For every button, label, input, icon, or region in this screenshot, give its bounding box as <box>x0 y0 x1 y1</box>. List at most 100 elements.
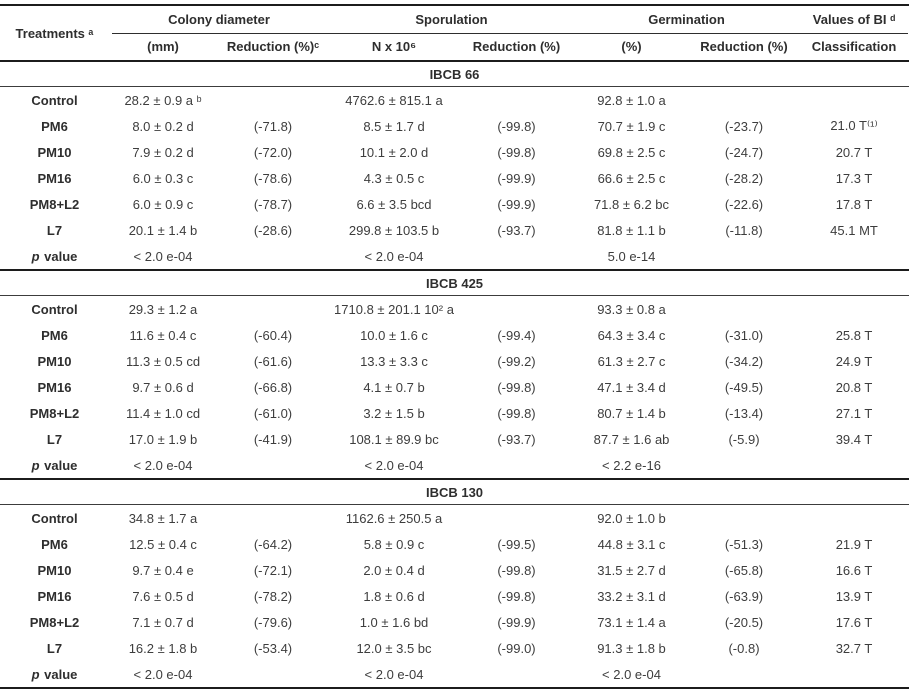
row-label: PM8+L2 <box>29 405 80 421</box>
cell-germination-reduction: (-24.7) <box>724 144 764 160</box>
column-header-germination-pct: (%) <box>621 39 642 54</box>
cell-germination-pct: 80.7 ± 1.4 b <box>597 405 666 421</box>
cell-sporulation-n: 1710.8 ± 201.1 10² a <box>334 301 454 317</box>
table-row-pm10: PM10 7.9 ± 0.2 d (-72.0) 10.1 ± 2.0 d (-99.8… <box>0 139 909 165</box>
table-row-pm8-l2: PM8+L2 6.0 ± 0.9 c (-78.7) 6.6 ± 3.5 bcd (-9… <box>0 191 909 217</box>
cell-colony-mm: 8.0 ± 0.2 d <box>132 118 194 134</box>
cell-sporulation-n: 4.3 ± 0.5 c <box>363 170 425 186</box>
cell-germination-reduction: (-5.9) <box>728 431 760 447</box>
cell-sporulation-reduction: (-99.0) <box>497 640 536 656</box>
cell-germination-pct: 81.8 ± 1.1 b <box>597 222 666 238</box>
cell-colony-reduction: (-71.8) <box>253 118 293 134</box>
row-label: L7 <box>46 640 63 656</box>
cell-colony-mm: 11.3 ± 0.5 cd <box>125 353 201 369</box>
cell-bi-classification: 27.1 T <box>835 405 873 421</box>
table-row-pm6: PM6 8.0 ± 0.2 d (-71.8) 8.5 ± 1.7 d (-99.8) 7… <box>0 113 909 139</box>
cell-bi-classification: 39.4 T <box>835 431 873 447</box>
cell-sporulation-n: 6.6 ± 3.5 bcd <box>356 196 432 212</box>
cell-germination-pct: 66.6 ± 2.5 c <box>597 170 666 186</box>
cell-germination-pct: < 2.2 e-16 <box>602 457 661 473</box>
cell-sporulation-n: 10.1 ± 2.0 d <box>359 144 429 160</box>
cell-bi-classification: 45.1 MT <box>830 222 878 238</box>
table-row-control: Control 28.2 ± 0.9 a ᵇ 4762.6 ± 815.1 a 92.… <box>0 87 909 113</box>
cell-sporulation-n: 13.3 ± 3.3 c <box>360 353 428 369</box>
cell-colony-mm: 7.6 ± 0.5 d <box>132 588 194 604</box>
cell-colony-reduction: (-61.6) <box>253 353 293 369</box>
table-row-pm6: PM6 11.6 ± 0.4 c (-60.4) 10.0 ± 1.6 c (-99.4… <box>0 322 909 348</box>
table-row-control: Control 29.3 ± 1.2 a 1710.8 ± 201.1 10² a 9… <box>0 296 909 322</box>
cell-sporulation-reduction: (-99.8) <box>497 588 536 604</box>
column-header-sporulation-n: N x 10⁶ <box>371 39 417 54</box>
table-section-ibcb-66: IBCB 66 Control 28.2 ± 0.9 a ᵇ 4762.6 ± 815… <box>0 62 909 269</box>
header-subcolumn-row: (mm) Reduction (%)ᶜ N x 10⁶ Reduction (%… <box>0 33 909 60</box>
cell-sporulation-reduction: (-99.4) <box>497 327 536 343</box>
cell-bi-classification: 17.8 T <box>835 196 873 212</box>
column-header-colony-reduction: Reduction (%)ᶜ <box>226 39 320 54</box>
row-label: PM16 <box>37 379 72 395</box>
cell-germination-reduction: (-49.5) <box>724 379 764 395</box>
cell-colony-mm: 16.2 ± 1.8 b <box>128 640 198 656</box>
row-label: PM10 <box>37 562 72 578</box>
cell-sporulation-n: 108.1 ± 89.9 bc <box>349 431 439 447</box>
cell-sporulation-reduction: (-93.7) <box>497 222 536 238</box>
cell-germination-pct: < 2.0 e-04 <box>602 666 661 682</box>
cell-germination-reduction: (-31.0) <box>724 327 764 343</box>
cell-colony-mm: 9.7 ± 0.4 e <box>132 562 194 578</box>
row-label: PM16 <box>37 170 72 186</box>
row-label: PM8+L2 <box>29 614 80 630</box>
section-title: IBCB 130 <box>0 480 909 505</box>
cell-colony-mm: 6.0 ± 0.9 c <box>132 196 194 212</box>
cell-germination-reduction: (-20.5) <box>724 614 764 630</box>
row-label: p value <box>31 248 78 264</box>
cell-colony-reduction: (-61.0) <box>253 405 293 421</box>
cell-colony-mm: 34.8 ± 1.7 a <box>128 510 198 526</box>
row-label: L7 <box>46 431 63 447</box>
cell-colony-reduction: (-28.6) <box>253 222 293 238</box>
cell-sporulation-n: 12.0 ± 3.5 bc <box>356 640 432 656</box>
cell-germination-pct: 44.8 ± 3.1 c <box>597 536 666 552</box>
header-group-row: Colony diameter Sporulation Germination … <box>0 6 909 33</box>
cell-sporulation-n: 299.8 ± 103.5 b <box>348 222 440 238</box>
cell-bi-classification: 32.7 T <box>835 640 873 656</box>
cell-colony-mm: < 2.0 e-04 <box>133 457 193 473</box>
table-section-ibcb-425: IBCB 425 Control 29.3 ± 1.2 a 1710.8 ± 201.… <box>0 269 909 478</box>
cell-germination-pct: 91.3 ± 1.8 b <box>597 640 666 656</box>
table-row-p-value: p value < 2.0 e-04 < 2.0 e-04 < 2.0 e-04 <box>0 661 909 687</box>
cell-sporulation-n: 1.8 ± 0.6 d <box>363 588 425 604</box>
cell-bi-classification: 17.6 T <box>835 614 873 630</box>
column-header-germination-reduction: Reduction (%) <box>700 39 788 54</box>
row-label: Control <box>31 92 78 108</box>
cell-germination-pct: 5.0 e-14 <box>607 248 656 264</box>
cell-colony-mm: 11.4 ± 1.0 cd <box>125 405 201 421</box>
cell-sporulation-reduction: (-99.5) <box>497 536 536 552</box>
table-row-pm10: PM10 11.3 ± 0.5 cd (-61.6) 13.3 ± 3.3 c (-99… <box>0 348 909 374</box>
row-label: PM16 <box>37 588 72 604</box>
section-title: IBCB 425 <box>0 271 909 296</box>
cell-bi-classification: 20.8 T <box>835 379 873 395</box>
table-row-p-value: p value < 2.0 e-04 < 2.0 e-04 5.0 e-14 <box>0 243 909 269</box>
cell-sporulation-n: 2.0 ± 0.4 d <box>363 562 425 578</box>
column-header-colony-mm: (mm) <box>147 39 179 54</box>
table-row-pm16: PM16 7.6 ± 0.5 d (-78.2) 1.8 ± 0.6 d (-99.8)… <box>0 583 909 609</box>
cell-bi-classification: 13.9 T <box>835 588 873 604</box>
cell-germination-reduction: (-51.3) <box>724 536 764 552</box>
cell-colony-mm: 28.2 ± 0.9 a ᵇ <box>124 92 202 108</box>
cell-germination-pct: 92.0 ± 1.0 b <box>597 510 666 526</box>
table-row-l7: L7 20.1 ± 1.4 b (-28.6) 299.8 ± 103.5 b (-93… <box>0 217 909 243</box>
cell-colony-mm: < 2.0 e-04 <box>133 666 193 682</box>
cell-colony-mm: 7.9 ± 0.2 d <box>132 144 194 160</box>
cell-germination-pct: 64.3 ± 3.4 c <box>597 327 666 343</box>
cell-sporulation-n: 5.8 ± 0.9 c <box>363 536 425 552</box>
table-row-pm6: PM6 12.5 ± 0.4 c (-64.2) 5.8 ± 0.9 c (-99.5)… <box>0 531 909 557</box>
cell-germination-pct: 47.1 ± 3.4 d <box>597 379 666 395</box>
table-row-l7: L7 17.0 ± 1.9 b (-41.9) 108.1 ± 89.9 bc (-93… <box>0 426 909 452</box>
cell-germination-reduction: (-63.9) <box>724 588 764 604</box>
column-header-sporulation-reduction: Reduction (%) <box>472 39 561 54</box>
cell-germination-reduction: (-28.2) <box>724 170 764 186</box>
cell-colony-reduction: (-72.1) <box>253 562 293 578</box>
cell-germination-pct: 69.8 ± 2.5 c <box>597 144 666 160</box>
cell-sporulation-reduction: (-99.8) <box>497 562 536 578</box>
row-label: PM6 <box>41 327 68 343</box>
cell-sporulation-n: 8.5 ± 1.7 d <box>363 118 425 134</box>
table-row-pm16: PM16 6.0 ± 0.3 c (-78.6) 4.3 ± 0.5 c (-99.9)… <box>0 165 909 191</box>
